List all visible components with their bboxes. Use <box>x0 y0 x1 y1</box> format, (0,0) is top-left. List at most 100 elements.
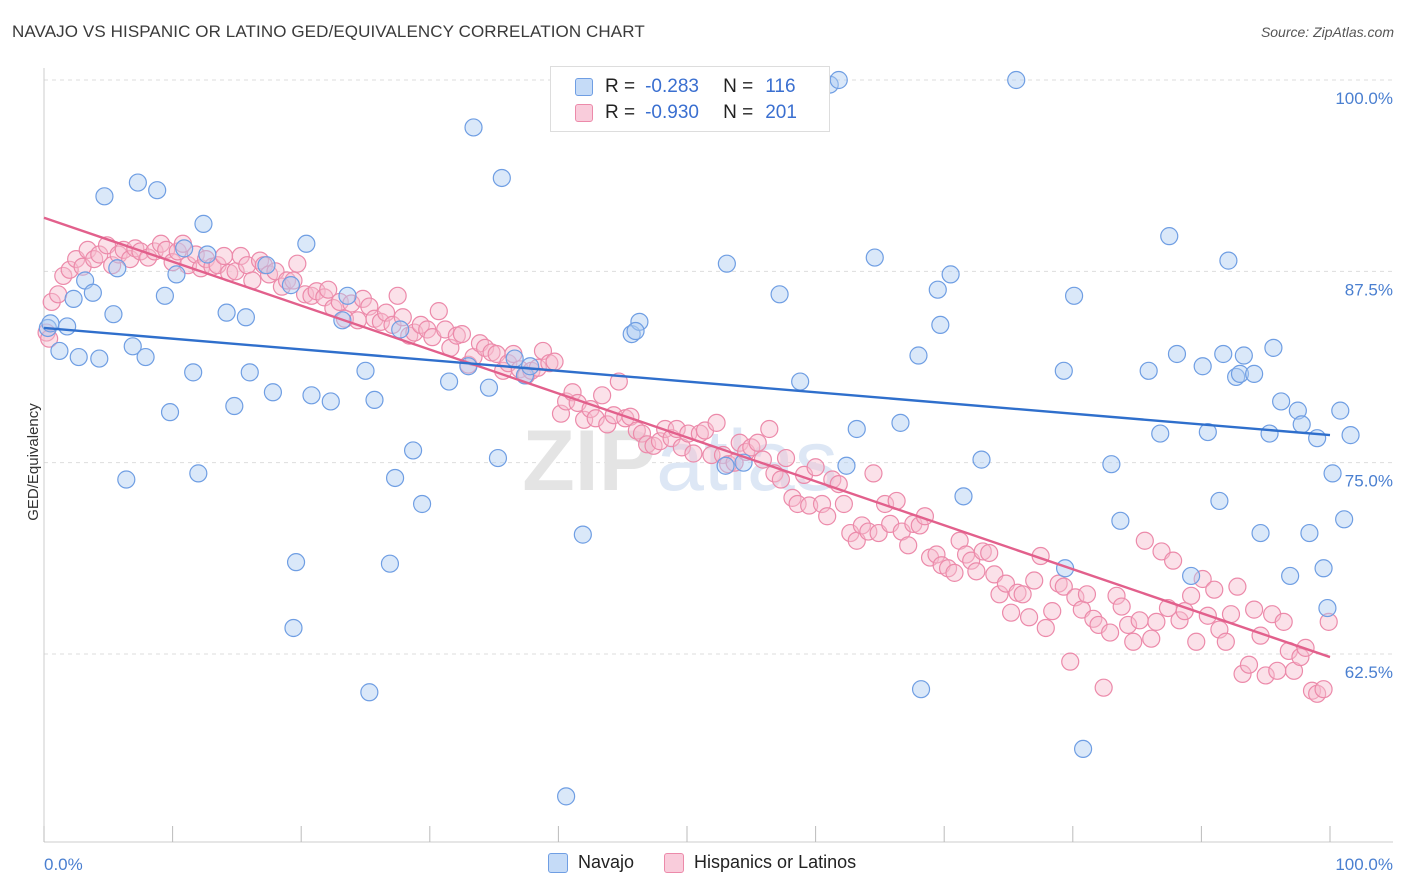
hispanic-point <box>49 285 68 304</box>
legend-n-label: N = <box>723 76 754 97</box>
navajo-point <box>521 357 540 376</box>
navajo-point <box>928 280 947 299</box>
hispanic-point <box>90 245 109 264</box>
hispanic-point <box>644 436 663 455</box>
navajo-point <box>464 118 483 137</box>
navajo-point <box>403 441 423 460</box>
navajo-point <box>1102 455 1121 474</box>
y-tick-label: 100.0% <box>1335 89 1393 108</box>
hispanic-point <box>288 254 307 273</box>
hispanic-point <box>1319 612 1338 631</box>
navajo-point <box>1139 361 1158 380</box>
hispanic-legend-swatch <box>664 852 685 873</box>
navajo-point <box>1007 70 1026 90</box>
series-legend: Navajo Hispanics or Latinos <box>548 852 886 873</box>
hispanic-point <box>899 536 918 555</box>
navajo-point <box>148 181 167 200</box>
hispanic-point <box>1118 615 1138 635</box>
hispanic-point <box>834 494 853 514</box>
legend-r-label: R = <box>605 102 636 123</box>
hispanic-point <box>742 438 761 457</box>
hispanic-point <box>1308 684 1327 703</box>
navajo-point <box>630 312 649 331</box>
navajo-point <box>1230 364 1250 383</box>
hispanic-point <box>980 543 999 563</box>
navajo-point <box>95 187 114 206</box>
x-tick-label: 100.0% <box>1335 855 1393 874</box>
tick-labels: 62.5% 75.0% 87.5% 100.0% 0.0% 100.0% <box>44 89 1393 874</box>
navajo-point <box>1214 344 1233 364</box>
navajo-point <box>1054 361 1073 380</box>
navajo-point <box>1288 401 1307 420</box>
navajo-point <box>194 214 213 233</box>
navajo-point <box>184 363 203 382</box>
navajo-point <box>385 468 405 488</box>
navajo-point <box>1292 415 1311 434</box>
navajo-point <box>1260 424 1279 443</box>
navajo-point <box>791 372 810 391</box>
navajo-point <box>1073 739 1093 759</box>
navajo-point <box>108 259 127 278</box>
navajo-point <box>58 317 77 336</box>
hispanic-point <box>1256 666 1275 685</box>
y-tick-label: 62.5% <box>1345 663 1393 682</box>
navajo-point <box>829 70 848 90</box>
hispanic-point <box>593 386 612 405</box>
navajo-point <box>284 618 303 638</box>
navajo-point <box>573 525 592 544</box>
navajo-point <box>891 413 910 432</box>
hispanic-point <box>1142 629 1161 648</box>
navajo-point <box>1234 346 1253 365</box>
watermark-zip: ZIP <box>522 413 656 509</box>
hispanic-point <box>1036 618 1055 638</box>
y-tick-label: 87.5% <box>1345 280 1393 299</box>
navajo-point <box>83 283 102 302</box>
legend-n-value: 201 <box>765 102 797 123</box>
hispanic-point <box>776 448 796 468</box>
hispanic-point <box>788 494 807 514</box>
hispanic-point <box>684 444 703 463</box>
source-label: Source: ZipAtlas.com <box>1260 24 1394 40</box>
navajo-point <box>338 286 357 305</box>
hispanic-point <box>1170 611 1189 630</box>
hispanic-point <box>1216 632 1235 651</box>
hispanic-point <box>575 410 594 429</box>
hispanic-point <box>938 559 958 578</box>
navajo-point <box>1300 523 1319 543</box>
hispanic-point <box>295 285 315 304</box>
hispanic-point <box>319 280 338 299</box>
hispanic-point <box>1107 586 1126 605</box>
hispanic-legend-label: Hispanics or Latinos <box>694 852 857 872</box>
navajo-point <box>716 456 735 475</box>
navajo-point <box>90 349 109 368</box>
hispanic-point <box>1112 597 1131 616</box>
chart-title: NAVAJO VS HISPANIC OR LATINO GED/EQUIVAL… <box>12 22 645 41</box>
hispanic-point <box>1054 577 1073 596</box>
hispanic-point <box>632 424 652 443</box>
hispanic-point <box>818 507 837 526</box>
navajo-point <box>104 305 123 324</box>
navajo-point <box>1219 251 1238 270</box>
navajo-point <box>865 248 884 267</box>
trend-lines <box>43 216 1331 659</box>
navajo-point <box>837 456 856 475</box>
hispanic-swatch <box>575 104 593 122</box>
legend-r-label: R = <box>605 76 636 97</box>
navajo-point <box>356 361 375 380</box>
hispanic-trend-line <box>43 216 1331 659</box>
navajo-point <box>1272 392 1291 411</box>
navajo-point <box>1264 338 1283 357</box>
hispanic-point <box>1130 611 1149 630</box>
hispanic-point <box>990 585 1009 604</box>
hispanic-point <box>1013 585 1032 604</box>
navajo-point <box>1251 523 1270 543</box>
navajo-point <box>217 303 236 322</box>
hispanic-point <box>1314 680 1333 699</box>
navajo-point <box>717 254 736 273</box>
navajo-point <box>64 289 83 308</box>
hispanic-point <box>1124 632 1143 651</box>
navajo-point <box>770 285 789 304</box>
hispanic-point <box>760 419 779 439</box>
legend-r-value: -0.283 <box>645 76 699 97</box>
